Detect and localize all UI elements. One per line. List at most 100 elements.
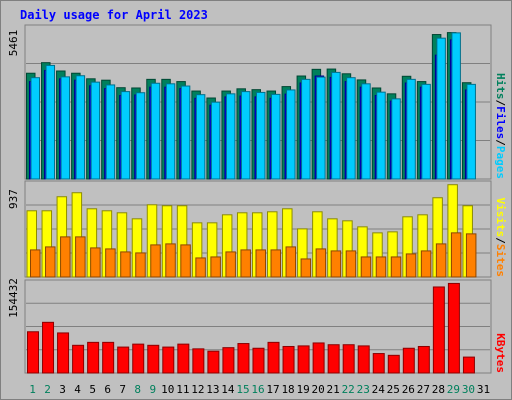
bar-sites-day-19 bbox=[300, 258, 312, 278]
bar-pages-day-28 bbox=[436, 37, 446, 180]
bar-kbytes-day-7 bbox=[117, 346, 130, 374]
day-label-17: 17 bbox=[266, 383, 279, 396]
bar-kbytes-day-30 bbox=[462, 356, 475, 374]
bar-sites-day-18 bbox=[285, 246, 297, 278]
bar-sites-day-20 bbox=[315, 248, 327, 278]
bar-kbytes-day-21 bbox=[327, 344, 340, 374]
bar-pages-day-29 bbox=[451, 32, 461, 180]
legend-text: Visits/Sites bbox=[494, 198, 507, 278]
bar-kbytes-day-14 bbox=[222, 347, 235, 374]
bar-kbytes-day-5 bbox=[87, 341, 100, 374]
bar-sites-day-24 bbox=[375, 256, 387, 278]
legend-text: KBytes bbox=[494, 333, 507, 373]
bar-pages-day-7 bbox=[120, 91, 131, 180]
bar-kbytes-day-28 bbox=[432, 286, 445, 374]
bar-kbytes-day-24 bbox=[372, 353, 385, 374]
bar-pages-day-3 bbox=[60, 76, 71, 180]
bar-sites-day-15 bbox=[240, 249, 251, 278]
bar-sites-day-9 bbox=[150, 244, 161, 278]
bar-pages-day-24 bbox=[376, 91, 386, 180]
bar-sites-day-4 bbox=[75, 236, 86, 278]
panel-max-label: 5461 bbox=[7, 30, 20, 57]
legend-files: Files bbox=[494, 106, 507, 139]
bar-sites-day-28 bbox=[435, 243, 447, 278]
bar-kbytes-day-19 bbox=[297, 345, 310, 374]
chart-title: Daily usage for April 2023 bbox=[20, 8, 208, 22]
bar-pages-day-30 bbox=[466, 83, 476, 180]
day-label-5: 5 bbox=[89, 383, 96, 396]
panel-legend: Hits/Files/Pages bbox=[494, 73, 507, 179]
bar-kbytes-day-13 bbox=[207, 350, 220, 374]
day-label-29: 29 bbox=[447, 383, 460, 396]
bar-sites-day-8 bbox=[135, 252, 146, 278]
bar-kbytes-day-18 bbox=[282, 345, 295, 374]
bar-pages-day-4 bbox=[75, 75, 86, 180]
bar-kbytes-day-15 bbox=[237, 343, 250, 374]
day-label-16: 16 bbox=[251, 383, 264, 396]
bar-pages-day-25 bbox=[391, 98, 401, 180]
bar-sites-day-7 bbox=[120, 251, 131, 278]
day-label-18: 18 bbox=[281, 383, 294, 396]
bar-kbytes-day-4 bbox=[72, 344, 85, 374]
legend-separator: / bbox=[494, 237, 507, 244]
legend-separator: / bbox=[494, 139, 507, 146]
bar-pages-day-13 bbox=[210, 101, 221, 180]
bar-kbytes-day-8 bbox=[132, 343, 145, 374]
bar-kbytes-day-25 bbox=[387, 354, 400, 374]
bar-sites-day-1 bbox=[30, 249, 41, 278]
day-label-9: 9 bbox=[149, 383, 156, 396]
series-pages bbox=[30, 32, 476, 180]
panel-max-label: 154432 bbox=[7, 278, 20, 318]
bar-kbytes-day-16 bbox=[252, 347, 265, 374]
day-label-12: 12 bbox=[191, 383, 204, 396]
legend-separator: / bbox=[494, 100, 507, 107]
day-label-10: 10 bbox=[161, 383, 174, 396]
bar-pages-day-14 bbox=[225, 93, 236, 180]
legend-kbytes: KBytes bbox=[494, 333, 507, 373]
bar-sites-day-25 bbox=[390, 256, 402, 278]
day-label-3: 3 bbox=[59, 383, 66, 396]
bar-pages-day-1 bbox=[30, 77, 40, 180]
day-label-2: 2 bbox=[44, 383, 51, 396]
day-label-15: 15 bbox=[236, 383, 249, 396]
day-label-26: 26 bbox=[402, 383, 415, 396]
panel-hits-files-pages: 5461 Hits/Files/Pages bbox=[7, 24, 507, 180]
day-label-23: 23 bbox=[357, 383, 370, 396]
day-label-30: 30 bbox=[462, 383, 475, 396]
bar-pages-day-11 bbox=[180, 85, 191, 180]
bar-sites-day-5 bbox=[90, 247, 101, 278]
bar-pages-day-9 bbox=[150, 82, 161, 180]
day-label-1: 1 bbox=[29, 383, 36, 396]
bar-sites-day-14 bbox=[225, 251, 236, 278]
bar-sites-day-13 bbox=[210, 256, 221, 278]
day-label-31: 31 bbox=[477, 383, 490, 396]
bar-sites-day-16 bbox=[255, 249, 266, 278]
bar-kbytes-day-17 bbox=[267, 341, 280, 374]
legend-sites: Sites bbox=[494, 244, 507, 277]
day-label-20: 20 bbox=[312, 383, 325, 396]
series-kbytes bbox=[27, 282, 475, 374]
bar-pages-day-21 bbox=[331, 71, 341, 180]
panel-kbytes: 154432 KBytes bbox=[7, 278, 507, 374]
day-label-14: 14 bbox=[221, 383, 235, 396]
panel-legend: Visits/Sites bbox=[494, 198, 507, 278]
legend-hits: Hits bbox=[494, 73, 507, 100]
bar-pages-day-20 bbox=[316, 76, 326, 180]
bar-pages-day-18 bbox=[286, 89, 296, 180]
bar-kbytes-day-3 bbox=[57, 332, 70, 374]
day-label-6: 6 bbox=[104, 383, 111, 396]
bar-pages-day-16 bbox=[255, 91, 266, 180]
day-label-11: 11 bbox=[176, 383, 189, 396]
bar-kbytes-day-12 bbox=[192, 348, 205, 374]
bar-sites-day-3 bbox=[60, 236, 71, 278]
bar-kbytes-day-23 bbox=[357, 345, 370, 374]
bar-pages-day-23 bbox=[361, 83, 371, 180]
bar-pages-day-2 bbox=[45, 64, 56, 180]
day-label-28: 28 bbox=[432, 383, 445, 396]
bar-sites-day-30 bbox=[465, 233, 477, 278]
day-label-13: 13 bbox=[206, 383, 219, 396]
bar-sites-day-26 bbox=[405, 253, 417, 278]
bar-sites-day-17 bbox=[270, 249, 282, 278]
series-sites bbox=[30, 232, 477, 278]
